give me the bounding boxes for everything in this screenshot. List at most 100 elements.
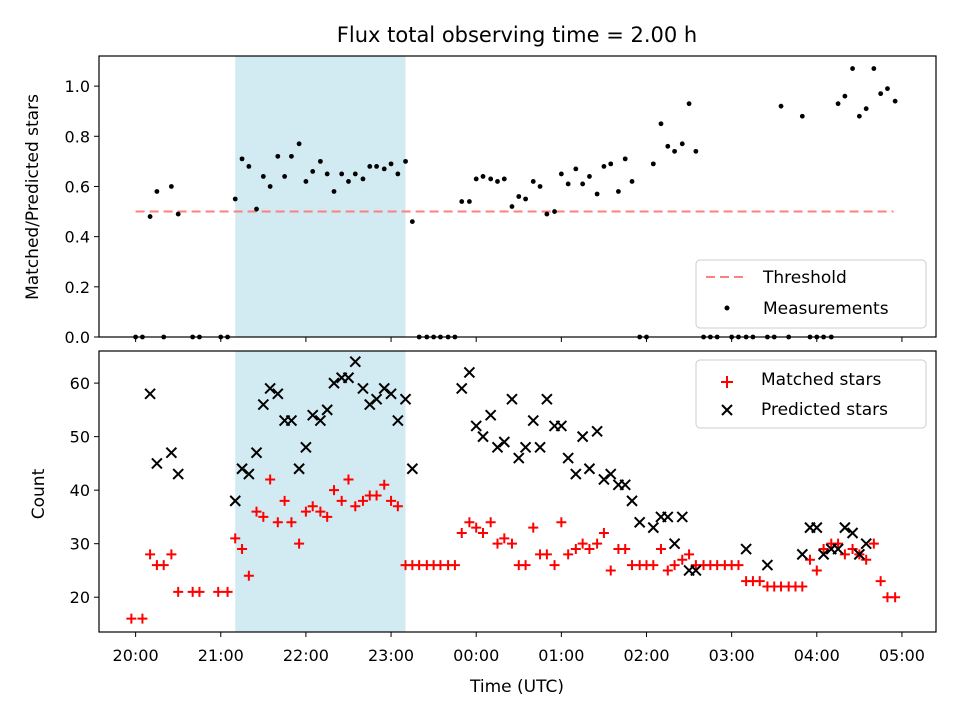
- x-tick-label: 04:00: [794, 646, 840, 665]
- x-tick-label: 20:00: [113, 646, 159, 665]
- measurement-point: [523, 196, 528, 202]
- matched-point: [584, 544, 595, 555]
- measurement-point: [537, 184, 543, 189]
- matched-point: [137, 613, 148, 624]
- matched-point: [166, 549, 177, 560]
- y-tick-label: 0.8: [65, 127, 90, 146]
- predicted-point: [513, 452, 525, 464]
- matched-point: [194, 586, 205, 597]
- matched-point: [222, 586, 233, 597]
- predicted-point: [846, 527, 859, 539]
- predicted-point: [264, 382, 276, 395]
- matched-point: [605, 565, 616, 576]
- measurement-point: [480, 174, 486, 179]
- predicted-point: [598, 473, 610, 486]
- x-tick-label: 03:00: [709, 646, 755, 665]
- measurement-point: [601, 163, 607, 169]
- measurement-point: [488, 176, 494, 182]
- matched-point: [818, 544, 829, 555]
- predicted-point: [328, 377, 340, 389]
- measurement-point: [267, 184, 273, 189]
- measurement-point: [317, 158, 323, 164]
- predicted-point: [690, 564, 702, 577]
- matched-point: [258, 511, 269, 522]
- predicted-point: [832, 543, 844, 555]
- matched-point: [556, 517, 567, 528]
- measurement-point: [331, 189, 337, 194]
- matched-point: [492, 538, 503, 549]
- legend-matched-label: Matched stars: [761, 370, 881, 390]
- matched-point: [279, 495, 290, 506]
- top-panel: 0.0 0.2 0.4 0.6 0.8 1.0 Matched/Predicted sta…: [23, 55, 937, 347]
- matched-point: [315, 506, 326, 517]
- bottom-y-axis: 20 30 40 50 60: [70, 374, 99, 607]
- legend-predicted-label: Predicted stars: [761, 400, 888, 420]
- matched-point: [329, 485, 340, 496]
- predicted-point: [165, 446, 178, 459]
- matched-point: [350, 501, 361, 512]
- measurement-point: [289, 153, 294, 159]
- predicted-point: [378, 382, 390, 395]
- predicted-point: [626, 495, 638, 507]
- predicted-point: [285, 414, 298, 427]
- matched-point: [811, 565, 822, 576]
- measurement-point: [580, 181, 586, 187]
- predicted-point: [399, 393, 412, 405]
- predicted-point: [633, 516, 646, 528]
- measurement-point: [395, 171, 401, 177]
- predicted-point: [406, 463, 419, 475]
- measurement-point: [409, 219, 415, 224]
- matched-point: [343, 474, 354, 485]
- matched-point: [243, 570, 254, 581]
- legend-measurements-swatch: [724, 305, 730, 311]
- predicted-point: [250, 446, 263, 459]
- predicted-point: [272, 388, 284, 400]
- matched-point: [662, 565, 673, 576]
- predicted-point: [314, 414, 327, 427]
- y-tick-label: 40: [70, 481, 90, 500]
- measurement-point: [154, 189, 160, 194]
- matched-point: [386, 495, 397, 506]
- measurement-point: [360, 176, 366, 182]
- measurement-point: [658, 121, 664, 127]
- matched-point: [300, 506, 311, 517]
- measurement-point: [339, 171, 345, 177]
- measurement-point: [367, 163, 373, 169]
- predicted-point: [300, 441, 312, 454]
- predicted-point: [470, 420, 482, 432]
- measurement-point: [147, 214, 153, 219]
- top-x-ticks: [135, 337, 903, 342]
- matched-point: [449, 560, 460, 571]
- top-legend-box: [695, 259, 927, 329]
- predicted-point: [257, 398, 270, 411]
- matched-point: [145, 549, 156, 560]
- predicted-point: [647, 521, 660, 534]
- bottom-x-axis: 20:00 21:00 22:00 23:00 00:00 01:00 02:00 03:00…: [113, 632, 925, 665]
- matched-point: [875, 576, 886, 587]
- matched-point: [322, 511, 333, 522]
- measurement-point: [799, 113, 805, 119]
- matched-point: [506, 538, 517, 549]
- measurement-point: [403, 158, 408, 164]
- measurement-point: [587, 174, 592, 179]
- predicted-point: [853, 548, 866, 561]
- measurement-point: [679, 141, 685, 147]
- measurement-point: [693, 148, 699, 154]
- matched-point: [684, 549, 695, 560]
- matched-point: [251, 506, 262, 517]
- measurement-point: [246, 163, 252, 169]
- chart-title: Flux total observing time = 2.00 h: [337, 23, 697, 47]
- measurement-point: [501, 176, 507, 182]
- measurement-point: [594, 191, 600, 197]
- bottom-y-label: Count: [29, 468, 49, 519]
- top-highlight-span: [235, 56, 406, 337]
- bottom-legend: Matched stars Predicted stars: [695, 359, 927, 429]
- matched-point: [839, 549, 850, 560]
- matched-point: [868, 538, 879, 549]
- matched-point: [499, 533, 510, 544]
- matched-point: [294, 538, 305, 549]
- predicted-point: [860, 537, 872, 550]
- legend-matched-swatch: [721, 376, 733, 388]
- measurement-point: [175, 211, 181, 217]
- measurement-point: [473, 176, 479, 182]
